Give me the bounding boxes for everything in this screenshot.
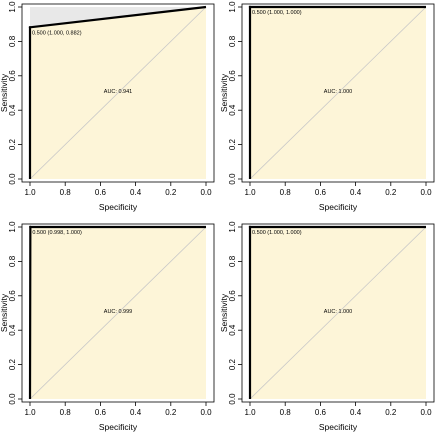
x-tick-label: 0.2 [165, 188, 177, 197]
x-tick-label: 0.0 [420, 408, 432, 417]
chance-diagonal [29, 226, 207, 400]
roc-chart-4: 1.0 0.8 0.6 0.4 0.2 0.0 0.0 0.2 0.4 0.6 0.8 1.0 Spec… [220, 221, 435, 432]
x-tick-label: 0.0 [200, 188, 212, 197]
x-tick-label: 0.8 [60, 188, 72, 197]
x-tick-label: 1.0 [24, 408, 36, 417]
plot-frame [241, 223, 435, 403]
threshold-point [248, 225, 252, 229]
x-tick-label: 1.0 [244, 188, 256, 197]
auc-label: AUC: 1.000 [324, 89, 352, 95]
x-axis-title: Specificity [319, 422, 358, 432]
y-axis-title: Sensitivity [220, 293, 229, 332]
auc-label: AUC: 1.000 [324, 309, 352, 315]
y-tick-label: 0.6 [228, 290, 237, 302]
y-tick-label: 0.6 [8, 70, 17, 82]
x-tick-label: 0.4 [130, 408, 142, 417]
roc-chart-2: 1.0 0.8 0.6 0.4 0.2 0.0 0.0 0.2 0.4 0.6 0.8 1.0 Spec… [220, 1, 435, 212]
x-tick-label: 0.2 [165, 408, 177, 417]
x-tick-label: 0.6 [315, 188, 327, 197]
x-axis-title: Specificity [319, 202, 358, 212]
threshold-label: 0.500 (1.000, 1.000) [252, 10, 302, 16]
y-tick-label: 0.0 [8, 393, 17, 405]
y-tick-label: 0.8 [8, 35, 17, 47]
y-tick-label: 0.4 [8, 104, 17, 116]
roc-panel-top-right: 1.0 0.8 0.6 0.4 0.2 0.0 0.0 0.2 0.4 0.6 0.8 1.0 Spec… [220, 0, 440, 220]
threshold-label: 0.500 (0.998, 1.000) [32, 230, 82, 236]
threshold-point [29, 225, 32, 229]
roc-chart-1: 1.0 0.8 0.6 0.4 0.2 0.0 0.0 0.2 0.4 0.6 0.8 1.0 Spec… [0, 1, 215, 212]
y-tick-label: 0.8 [228, 35, 237, 47]
x-tick-label: 1.0 [24, 188, 36, 197]
chance-diagonal [249, 226, 427, 400]
y-axis-title: Sensitivity [0, 293, 9, 332]
y-tick-label: 0.4 [228, 324, 237, 336]
y-tick-label: 0.6 [8, 290, 17, 302]
roc-panel-bottom-right: 1.0 0.8 0.6 0.4 0.2 0.0 0.0 0.2 0.4 0.6 0.8 1.0 Spec… [220, 220, 440, 440]
x-tick-label: 0.0 [420, 188, 432, 197]
y-tick-label: 0.0 [228, 173, 237, 185]
x-tick-label: 0.4 [350, 188, 362, 197]
y-axis-title: Sensitivity [0, 73, 9, 112]
x-tick-label: 0.6 [95, 408, 107, 417]
chance-diagonal [249, 6, 427, 180]
x-tick-label: 1.0 [244, 408, 256, 417]
x-tick-label: 0.6 [95, 188, 107, 197]
x-tick-label: 0.8 [280, 188, 292, 197]
threshold-point [28, 26, 32, 29]
plot-frame [21, 3, 215, 183]
y-tick-label: 0.2 [8, 138, 17, 150]
y-tick-label: 0.6 [228, 70, 237, 82]
threshold-label: 0.500 (1.000, 1.000) [252, 230, 302, 236]
chance-diagonal [29, 6, 207, 180]
roc-panel-bottom-left: 1.0 0.8 0.6 0.4 0.2 0.0 0.0 0.2 0.4 0.6 0.8 1.0 Spec… [0, 220, 220, 440]
y-tick-label: 1.0 [8, 1, 17, 13]
plot-frame [21, 223, 215, 403]
y-tick-label: 1.0 [228, 1, 237, 13]
auc-label: AUC: 0.941 [104, 89, 132, 95]
plot-frame [241, 3, 435, 183]
y-tick-label: 0.0 [8, 173, 17, 185]
roc-chart-3: 1.0 0.8 0.6 0.4 0.2 0.0 0.0 0.2 0.4 0.6 0.8 1.0 Spec… [0, 221, 215, 432]
x-tick-label: 0.2 [385, 408, 397, 417]
y-tick-label: 0.2 [228, 138, 237, 150]
x-tick-label: 0.2 [385, 188, 397, 197]
auc-label: AUC: 0.999 [104, 309, 132, 315]
y-tick-label: 1.0 [8, 221, 17, 233]
x-tick-label: 0.6 [315, 408, 327, 417]
y-tick-label: 0.4 [8, 324, 17, 336]
roc-panel-top-left: 1.0 0.8 0.6 0.4 0.2 0.0 0.0 0.2 0.4 0.6 0.8 1.0 Spec… [0, 0, 220, 220]
y-tick-label: 0.2 [8, 358, 17, 370]
x-tick-label: 0.4 [130, 188, 142, 197]
y-tick-label: 0.8 [228, 255, 237, 267]
threshold-point [248, 5, 252, 9]
x-tick-label: 0.8 [280, 408, 292, 417]
x-axis-title: Specificity [99, 422, 138, 432]
x-tick-label: 0.8 [60, 408, 72, 417]
y-tick-label: 1.0 [228, 221, 237, 233]
x-axis-title: Specificity [99, 202, 138, 212]
threshold-label: 0.500 (1.000, 0.882) [32, 30, 82, 36]
y-tick-label: 0.8 [8, 255, 17, 267]
x-tick-label: 0.0 [200, 408, 212, 417]
y-tick-label: 0.2 [228, 358, 237, 370]
y-axis-title: Sensitivity [220, 73, 229, 112]
x-tick-label: 0.4 [350, 408, 362, 417]
y-tick-label: 0.0 [228, 393, 237, 405]
y-tick-label: 0.4 [228, 104, 237, 116]
